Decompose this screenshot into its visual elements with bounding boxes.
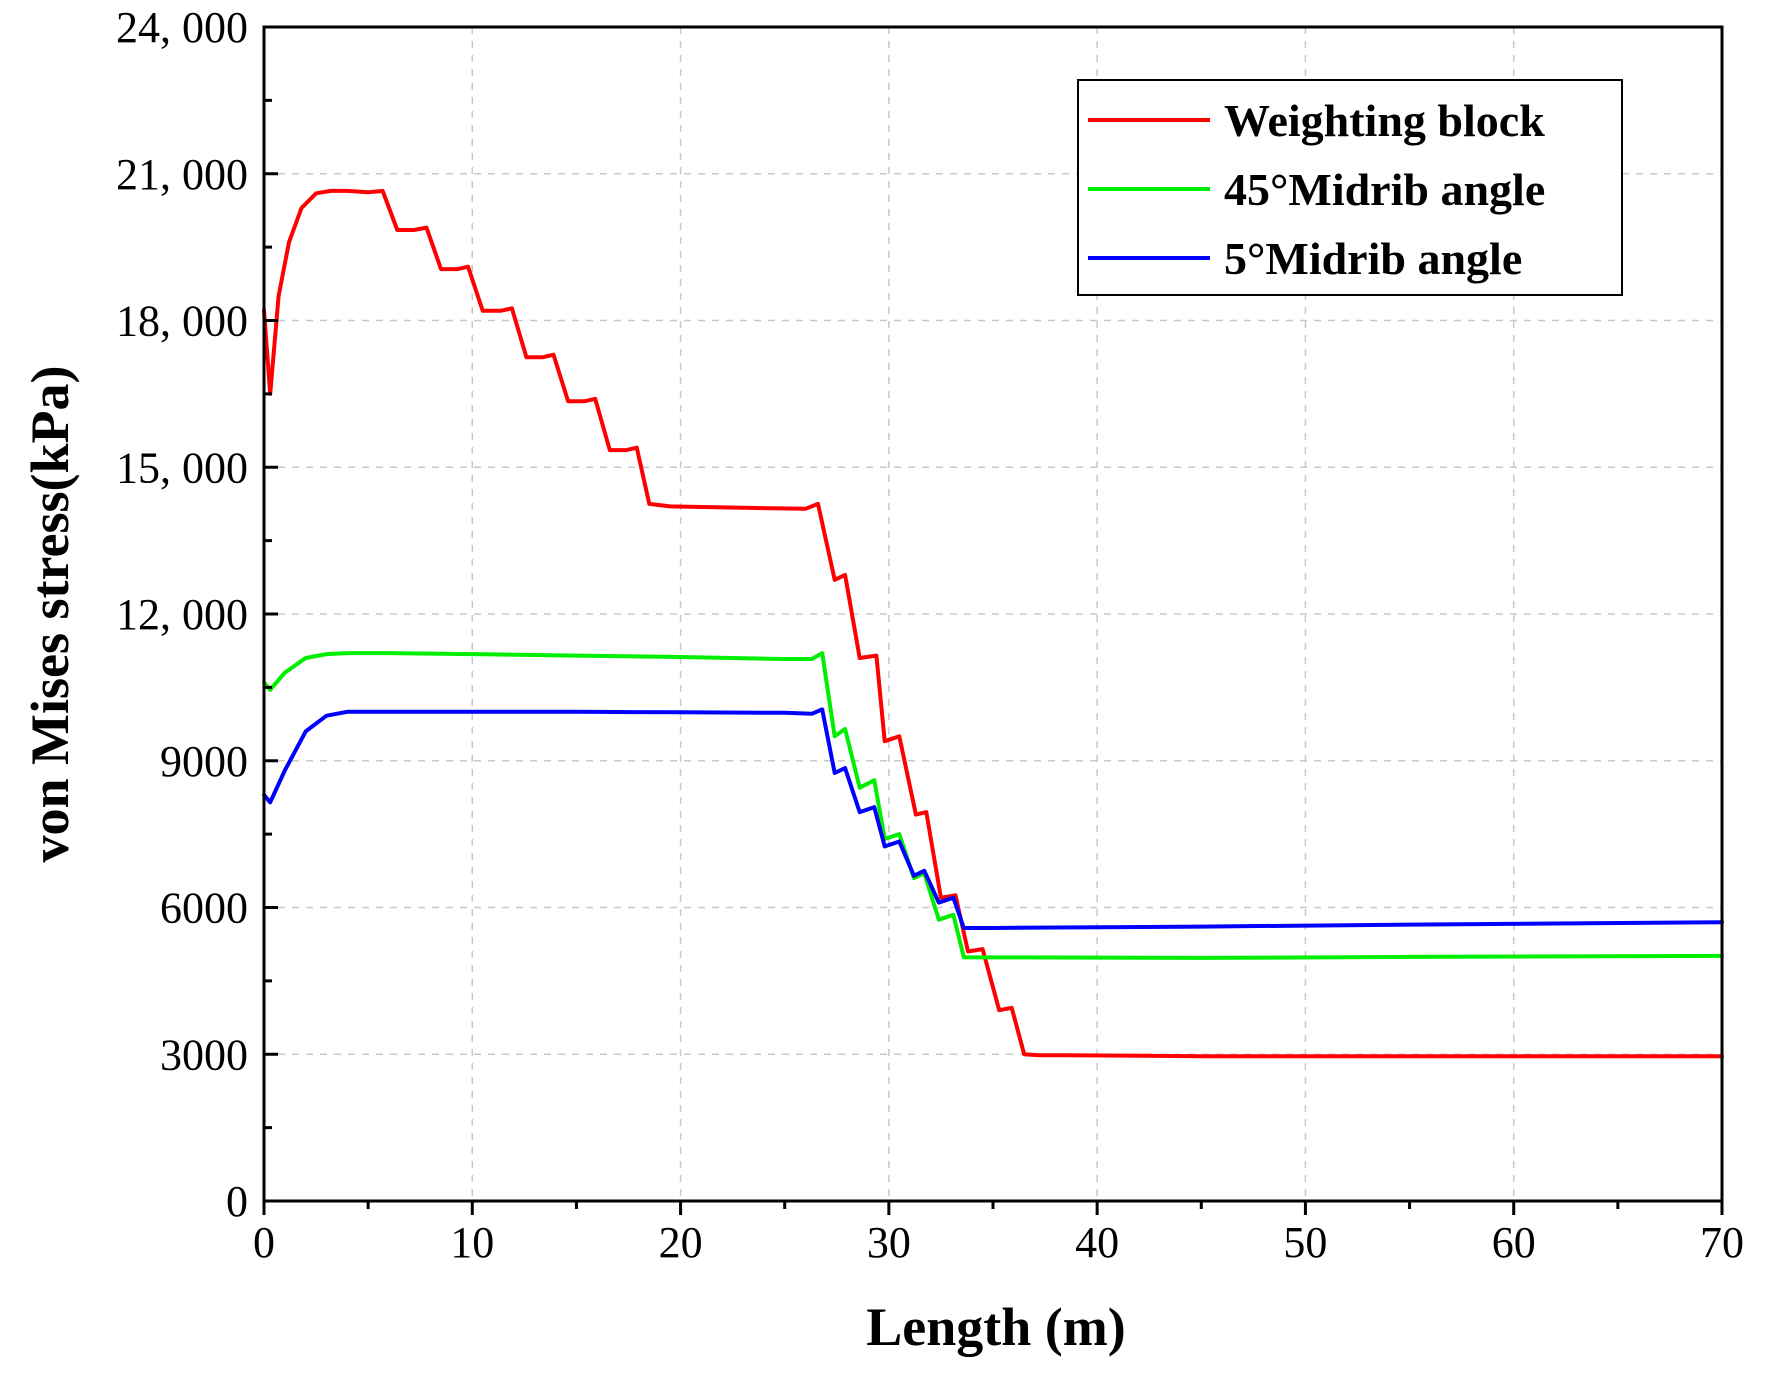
x-tick-label: 50: [1283, 1218, 1327, 1267]
axis-layer: 0 10 20 30 40 50 60 70 0 3000 6000 9000 12, 000 15, 0…: [116, 3, 1744, 1267]
x-tick-label: 60: [1492, 1218, 1536, 1267]
x-tick-label: 0: [253, 1218, 275, 1267]
y-tick-label: 12, 000: [116, 590, 248, 639]
y-tick-label: 6000: [160, 884, 248, 933]
series-line-3: [262, 707, 1724, 930]
legend-label-1: Weighting block: [1224, 95, 1545, 146]
x-tick-label: 10: [450, 1218, 494, 1267]
y-axis-title: von Mises stress(kPa): [20, 366, 80, 863]
y-tick-label: 21, 000: [116, 150, 248, 199]
x-tick-label: 40: [1075, 1218, 1119, 1267]
y-tick-label: 9000: [160, 737, 248, 786]
series-layer: [262, 188, 1724, 1059]
legend-label-3: 5°Midrib angle: [1224, 233, 1522, 284]
legend-label-2: 45°Midrib angle: [1224, 164, 1545, 215]
y-tick-label: 18, 000: [116, 297, 248, 346]
y-tick-label: 0: [226, 1177, 248, 1226]
y-tick-label: 24, 000: [116, 3, 248, 52]
y-tick-label: 15, 000: [116, 443, 248, 492]
x-tick-label: 30: [867, 1218, 911, 1267]
grid-layer: [264, 27, 1722, 1201]
x-axis-title: Length (m): [866, 1297, 1125, 1357]
series-line-2: [262, 651, 1724, 960]
legend: Weighting block 45°Midrib angle 5°Midrib a…: [1077, 79, 1623, 296]
x-tick-label: 70: [1700, 1218, 1744, 1267]
x-tick-label: 20: [659, 1218, 703, 1267]
y-tick-label: 3000: [160, 1030, 248, 1079]
